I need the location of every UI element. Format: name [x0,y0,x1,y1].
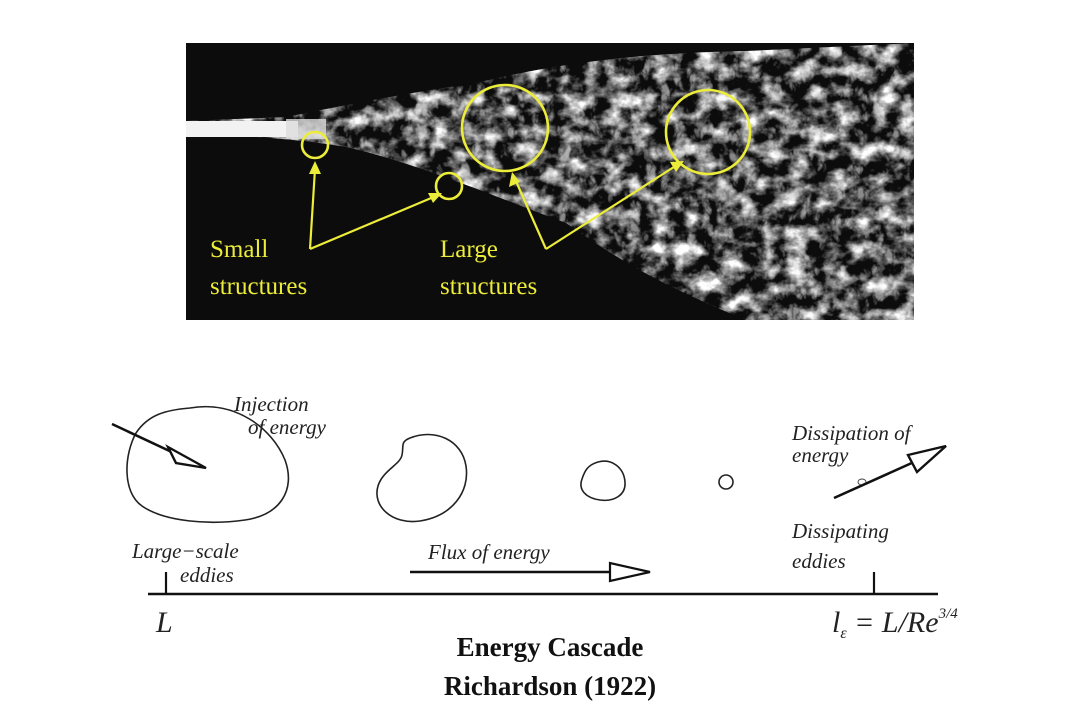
large-leader-1 [513,178,548,250]
flux-label: Flux of energy [427,540,550,564]
injection-label: Injection of energy [233,392,327,439]
small-eddy [580,460,626,502]
small-structure-circle-2 [434,171,464,201]
diagram-title: Energy Cascade [457,632,644,662]
small-structure-circle-1 [300,130,330,160]
injection-arrow-shaft [111,422,177,456]
turbulent-jet-photo: Small structures Large structures [186,43,914,320]
injection-arrow-icon [165,444,207,470]
small-leader-1 [308,168,317,250]
large-structure-circle-1 [460,83,550,173]
large-structures-label: Large structures [440,236,537,300]
large-structure-circle-2 [664,88,752,176]
small-structures-label: Small structures [210,236,307,300]
arrowhead-icon [509,172,520,187]
dissipation-arrow-icon [906,444,947,474]
large-scale-eddies-label: Large−scale eddies [131,539,244,587]
tiny-eddy [718,474,734,490]
large-eddy [126,405,290,524]
jet-nozzle-stream [186,121,298,137]
dissipation-label: Dissipation of energy [791,421,916,467]
dissipating-eddies-label: Dissipating eddies [791,519,894,573]
arrowhead-icon [670,161,684,172]
axis-label-kolmogorov: lε = L/Re3/4 [832,606,958,642]
large-leader-2 [545,164,678,250]
flux-arrow-icon [608,561,651,583]
medium-eddy [376,433,468,523]
arrowhead-icon [428,193,442,203]
energy-cascade-diagram: Injection of energy Dissipation of energ… [111,392,958,701]
axis-label-L: L [155,606,173,639]
dissipation-arrow-shaft [833,460,915,500]
arrowhead-icon [309,161,321,174]
diagram-subtitle: Richardson (1922) [444,671,656,701]
small-leader-2 [309,194,437,251]
